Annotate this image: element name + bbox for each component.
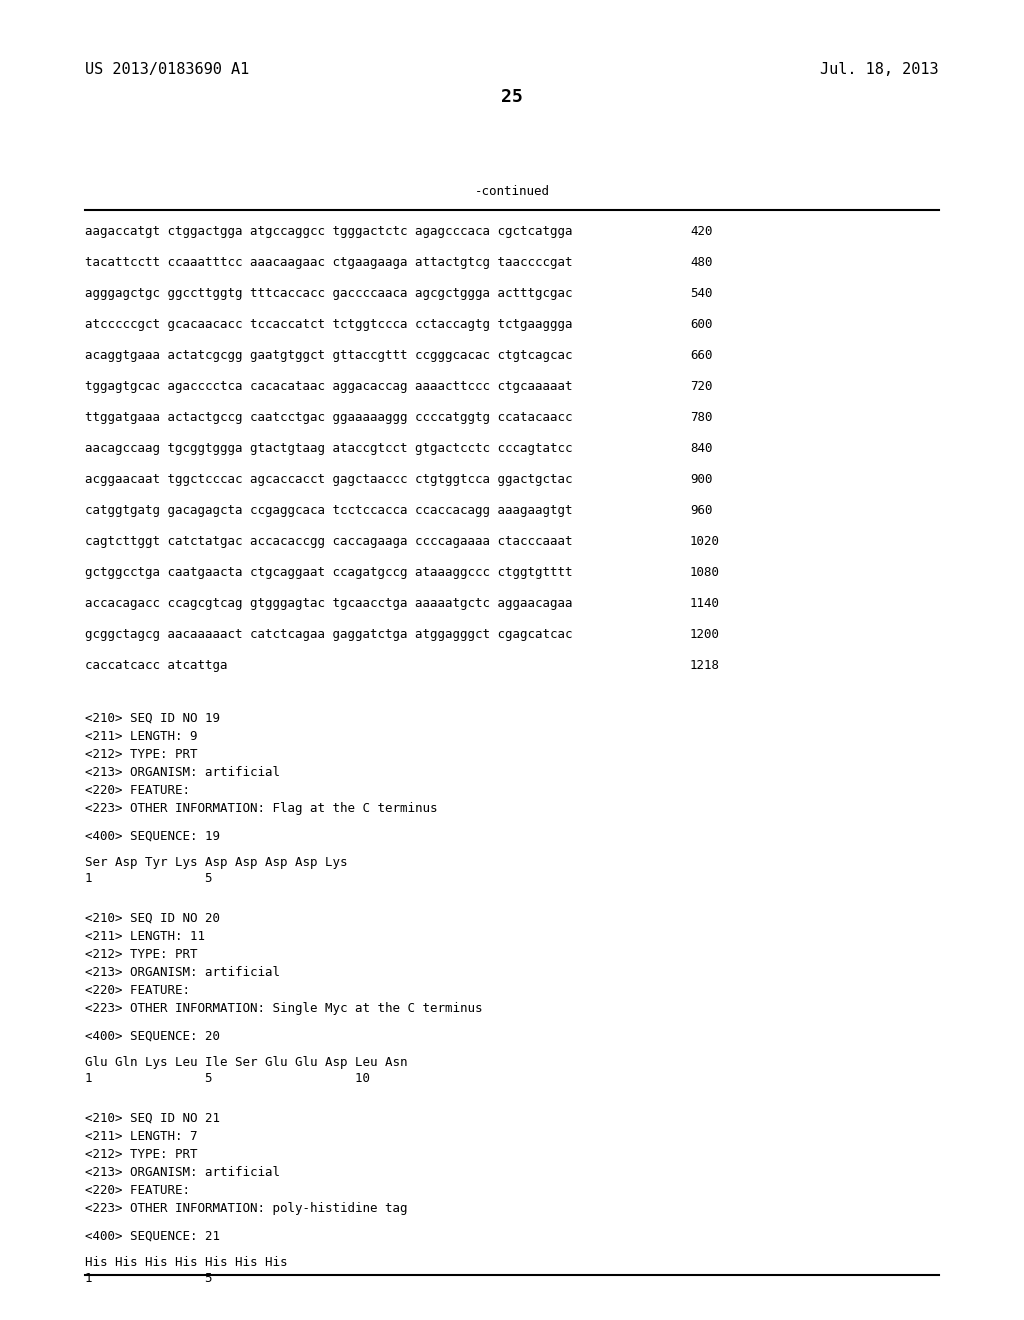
- Text: US 2013/0183690 A1: US 2013/0183690 A1: [85, 62, 249, 77]
- Text: 540: 540: [690, 286, 713, 300]
- Text: <400> SEQUENCE: 21: <400> SEQUENCE: 21: [85, 1230, 220, 1243]
- Text: 1               5: 1 5: [85, 873, 213, 884]
- Text: 480: 480: [690, 256, 713, 269]
- Text: <212> TYPE: PRT: <212> TYPE: PRT: [85, 748, 198, 762]
- Text: <220> FEATURE:: <220> FEATURE:: [85, 1184, 190, 1197]
- Text: <212> TYPE: PRT: <212> TYPE: PRT: [85, 1148, 198, 1162]
- Text: aacagccaag tgcggtggga gtactgtaag ataccgtcct gtgactcctc cccagtatcc: aacagccaag tgcggtggga gtactgtaag ataccgt…: [85, 442, 572, 455]
- Text: His His His His His His His: His His His His His His His: [85, 1257, 288, 1269]
- Text: 1080: 1080: [690, 566, 720, 579]
- Text: <220> FEATURE:: <220> FEATURE:: [85, 983, 190, 997]
- Text: 420: 420: [690, 224, 713, 238]
- Text: gcggctagcg aacaaaaact catctcagaa gaggatctga atggagggct cgagcatcac: gcggctagcg aacaaaaact catctcagaa gaggatc…: [85, 628, 572, 642]
- Text: <220> FEATURE:: <220> FEATURE:: [85, 784, 190, 797]
- Text: <210> SEQ ID NO 20: <210> SEQ ID NO 20: [85, 912, 220, 925]
- Text: catggtgatg gacagagcta ccgaggcaca tcctccacca ccaccacagg aaagaagtgt: catggtgatg gacagagcta ccgaggcaca tcctcca…: [85, 504, 572, 517]
- Text: 1218: 1218: [690, 659, 720, 672]
- Text: 780: 780: [690, 411, 713, 424]
- Text: Ser Asp Tyr Lys Asp Asp Asp Asp Lys: Ser Asp Tyr Lys Asp Asp Asp Asp Lys: [85, 855, 347, 869]
- Text: caccatcacc atcattga: caccatcacc atcattga: [85, 659, 227, 672]
- Text: 600: 600: [690, 318, 713, 331]
- Text: tacattcctt ccaaatttcc aaacaagaac ctgaagaaga attactgtcg taaccccgat: tacattcctt ccaaatttcc aaacaagaac ctgaaga…: [85, 256, 572, 269]
- Text: <211> LENGTH: 7: <211> LENGTH: 7: [85, 1130, 198, 1143]
- Text: tggagtgcac agacccctca cacacataac aggacaccag aaaacttccc ctgcaaaaat: tggagtgcac agacccctca cacacataac aggacac…: [85, 380, 572, 393]
- Text: 720: 720: [690, 380, 713, 393]
- Text: <223> OTHER INFORMATION: poly-histidine tag: <223> OTHER INFORMATION: poly-histidine …: [85, 1203, 408, 1214]
- Text: 660: 660: [690, 348, 713, 362]
- Text: 960: 960: [690, 504, 713, 517]
- Text: Jul. 18, 2013: Jul. 18, 2013: [820, 62, 939, 77]
- Text: 1               5                   10: 1 5 10: [85, 1072, 370, 1085]
- Text: <212> TYPE: PRT: <212> TYPE: PRT: [85, 948, 198, 961]
- Text: -continued: -continued: [474, 185, 550, 198]
- Text: agggagctgc ggccttggtg tttcaccacc gaccccaaca agcgctggga actttgcgac: agggagctgc ggccttggtg tttcaccacc gacccca…: [85, 286, 572, 300]
- Text: 1200: 1200: [690, 628, 720, 642]
- Text: <213> ORGANISM: artificial: <213> ORGANISM: artificial: [85, 1166, 280, 1179]
- Text: atcccccgct gcacaacacc tccaccatct tctggtccca cctaccagtg tctgaaggga: atcccccgct gcacaacacc tccaccatct tctggtc…: [85, 318, 572, 331]
- Text: <400> SEQUENCE: 20: <400> SEQUENCE: 20: [85, 1030, 220, 1043]
- Text: Glu Gln Lys Leu Ile Ser Glu Glu Asp Leu Asn: Glu Gln Lys Leu Ile Ser Glu Glu Asp Leu …: [85, 1056, 408, 1069]
- Text: <211> LENGTH: 9: <211> LENGTH: 9: [85, 730, 198, 743]
- Text: <213> ORGANISM: artificial: <213> ORGANISM: artificial: [85, 766, 280, 779]
- Text: <213> ORGANISM: artificial: <213> ORGANISM: artificial: [85, 966, 280, 979]
- Text: <400> SEQUENCE: 19: <400> SEQUENCE: 19: [85, 830, 220, 843]
- Text: <223> OTHER INFORMATION: Single Myc at the C terminus: <223> OTHER INFORMATION: Single Myc at t…: [85, 1002, 482, 1015]
- Text: 1020: 1020: [690, 535, 720, 548]
- Text: <210> SEQ ID NO 21: <210> SEQ ID NO 21: [85, 1111, 220, 1125]
- Text: 900: 900: [690, 473, 713, 486]
- Text: 1               5: 1 5: [85, 1272, 213, 1284]
- Text: <223> OTHER INFORMATION: Flag at the C terminus: <223> OTHER INFORMATION: Flag at the C t…: [85, 803, 437, 814]
- Text: <210> SEQ ID NO 19: <210> SEQ ID NO 19: [85, 711, 220, 725]
- Text: cagtcttggt catctatgac accacaccgg caccagaaga ccccagaaaa ctacccaaat: cagtcttggt catctatgac accacaccgg caccaga…: [85, 535, 572, 548]
- Text: gctggcctga caatgaacta ctgcaggaat ccagatgccg ataaaggccc ctggtgtttt: gctggcctga caatgaacta ctgcaggaat ccagatg…: [85, 566, 572, 579]
- Text: 25: 25: [501, 88, 523, 106]
- Text: accacagacc ccagcgtcag gtgggagtac tgcaacctga aaaaatgctc aggaacagaa: accacagacc ccagcgtcag gtgggagtac tgcaacc…: [85, 597, 572, 610]
- Text: aagaccatgt ctggactgga atgccaggcc tgggactctc agagcccaca cgctcatgga: aagaccatgt ctggactgga atgccaggcc tgggact…: [85, 224, 572, 238]
- Text: <211> LENGTH: 11: <211> LENGTH: 11: [85, 931, 205, 942]
- Text: ttggatgaaa actactgccg caatcctgac ggaaaaaggg ccccatggtg ccatacaacc: ttggatgaaa actactgccg caatcctgac ggaaaaa…: [85, 411, 572, 424]
- Text: acggaacaat tggctcccac agcaccacct gagctaaccc ctgtggtcca ggactgctac: acggaacaat tggctcccac agcaccacct gagctaa…: [85, 473, 572, 486]
- Text: 1140: 1140: [690, 597, 720, 610]
- Text: acaggtgaaa actatcgcgg gaatgtggct gttaccgttt ccgggcacac ctgtcagcac: acaggtgaaa actatcgcgg gaatgtggct gttaccg…: [85, 348, 572, 362]
- Text: 840: 840: [690, 442, 713, 455]
